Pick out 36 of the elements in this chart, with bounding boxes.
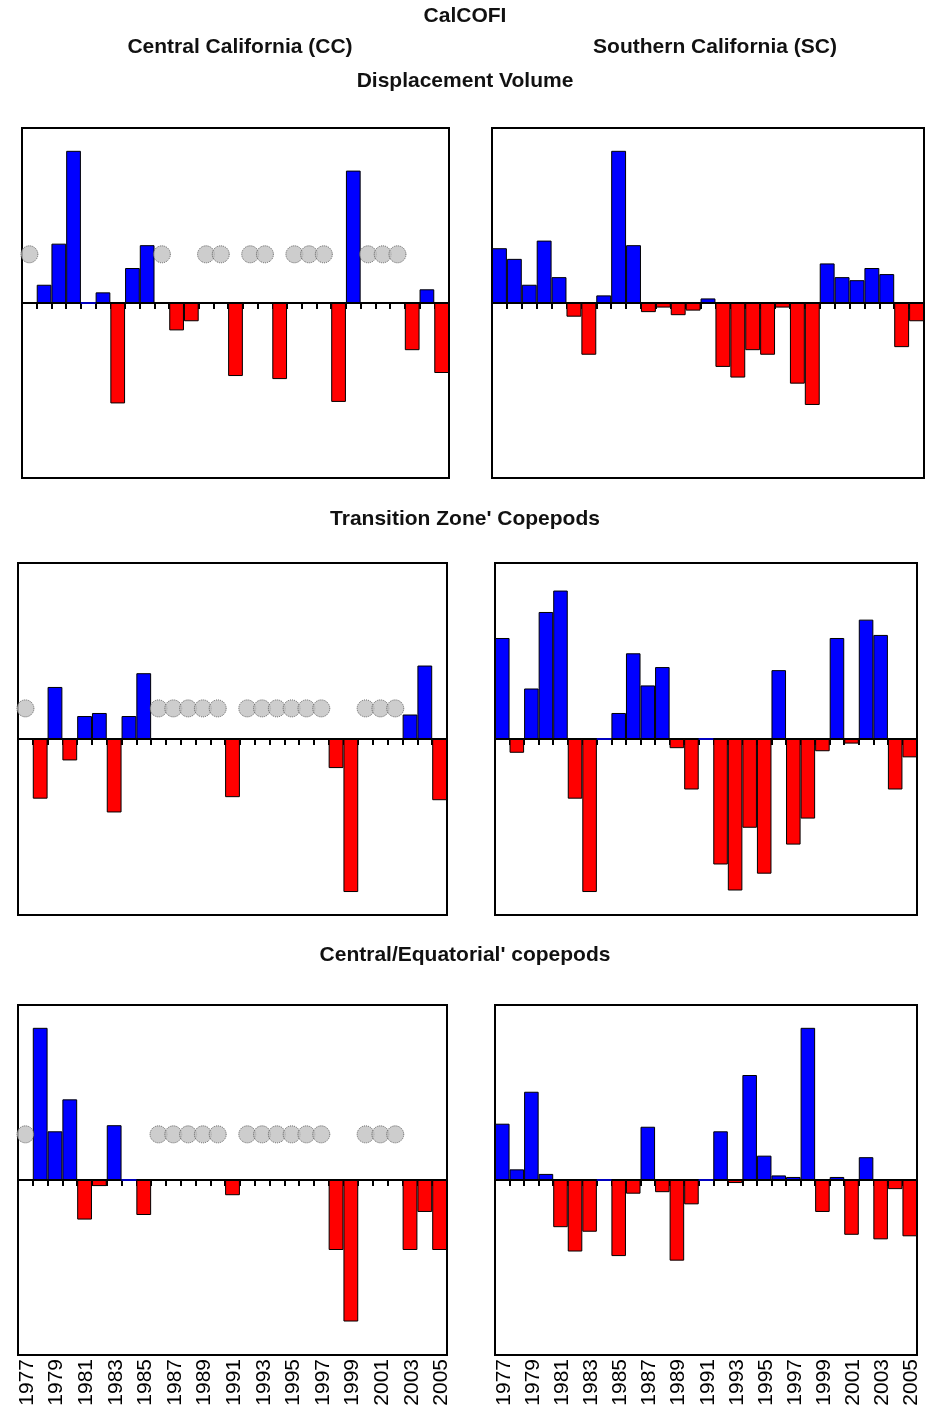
chart-subtitle: Central California (CC)	[127, 34, 353, 58]
x-tick-label: 2003	[398, 1359, 422, 1406]
x-tick-label: 1979	[519, 1359, 543, 1406]
text: Displacement Volume	[356, 68, 574, 92]
x-tick-label: 2005	[428, 1359, 452, 1406]
x-tick-label: 1997	[309, 1359, 333, 1406]
x-tick-label: 2001	[368, 1359, 392, 1406]
x-tick-label: 1993	[250, 1359, 274, 1406]
chart-title: CalCOFI	[423, 3, 507, 27]
x-tick-label: 2005	[898, 1359, 922, 1406]
x-tick-label: 1999	[339, 1359, 363, 1406]
chart-title: Transition Zone' Copepods	[330, 506, 600, 530]
x-tick-label: 1987	[636, 1359, 660, 1406]
chart-title: Central/Equatorial' copepods	[319, 942, 611, 966]
x-tick-label: 1997	[781, 1359, 805, 1406]
x-tick-label: 1981	[73, 1359, 97, 1406]
x-tick-label: 1993	[723, 1359, 747, 1406]
x-tick-label: 1983	[102, 1359, 126, 1406]
x-tick-label: 1983	[578, 1359, 602, 1406]
x-tick-label: 1991	[694, 1359, 718, 1406]
x-tick-label: 1981	[548, 1359, 572, 1406]
chart-subtitle: Southern California (SC)	[593, 34, 837, 58]
x-tick-label: 1995	[280, 1359, 304, 1406]
x-tick-label: 1977	[13, 1359, 37, 1406]
x-tick-label: 1979	[43, 1359, 67, 1406]
x-tick-label: 2001	[840, 1359, 864, 1406]
x-tick-label: 1987	[161, 1359, 185, 1406]
x-tick-label: 1989	[191, 1359, 215, 1406]
x-tick-label: 2003	[869, 1359, 893, 1406]
x-tick-label: 1985	[607, 1359, 631, 1406]
x-tick-label: 1999	[810, 1359, 834, 1406]
x-tick-label: 1985	[132, 1359, 156, 1406]
x-tick-label: 1989	[665, 1359, 689, 1406]
x-tick-label: 1977	[490, 1359, 514, 1406]
x-tick-label: 1995	[752, 1359, 776, 1406]
x-tick-label: 1991	[221, 1359, 244, 1406]
